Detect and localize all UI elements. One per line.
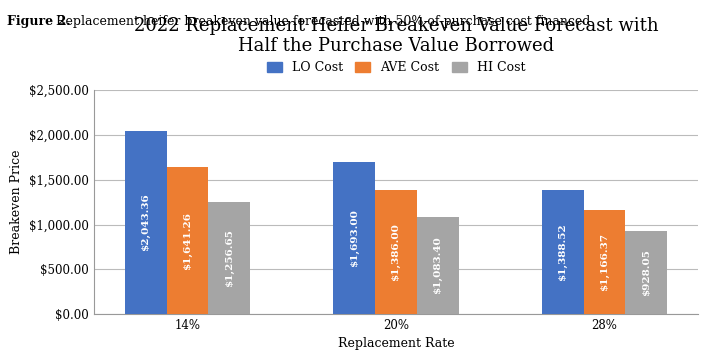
Bar <box>333 162 375 314</box>
Bar <box>626 231 667 314</box>
Text: $1,166.37: $1,166.37 <box>600 233 609 291</box>
Bar <box>375 190 417 314</box>
Bar <box>208 201 250 314</box>
Y-axis label: Breakeven Price: Breakeven Price <box>10 150 23 255</box>
Bar <box>417 217 459 314</box>
Text: $1,693.00: $1,693.00 <box>350 209 359 267</box>
Bar <box>166 167 208 314</box>
Title: 2022 Replacement Heifer Breakeven Value Forecast with
Half the Purchase Value Bo: 2022 Replacement Heifer Breakeven Value … <box>134 17 658 55</box>
Bar <box>125 131 166 314</box>
Legend: LO Cost, AVE Cost, HI Cost: LO Cost, AVE Cost, HI Cost <box>261 56 531 79</box>
Text: $1,386.00: $1,386.00 <box>392 223 400 281</box>
Text: $928.05: $928.05 <box>642 249 651 296</box>
Text: Replacement heifer breakeven value forecasted with 50% of purchase cost financed: Replacement heifer breakeven value forec… <box>52 15 590 28</box>
X-axis label: Replacement Rate: Replacement Rate <box>338 338 454 351</box>
Text: $1,083.40: $1,083.40 <box>433 237 442 295</box>
Text: $1,641.26: $1,641.26 <box>183 212 192 270</box>
Text: Figure 2.: Figure 2. <box>7 15 71 28</box>
Bar <box>542 190 584 314</box>
Text: $1,256.65: $1,256.65 <box>225 229 234 287</box>
Bar <box>584 210 626 314</box>
Text: $2,043.36: $2,043.36 <box>141 194 150 252</box>
Text: $1,388.52: $1,388.52 <box>558 223 567 281</box>
